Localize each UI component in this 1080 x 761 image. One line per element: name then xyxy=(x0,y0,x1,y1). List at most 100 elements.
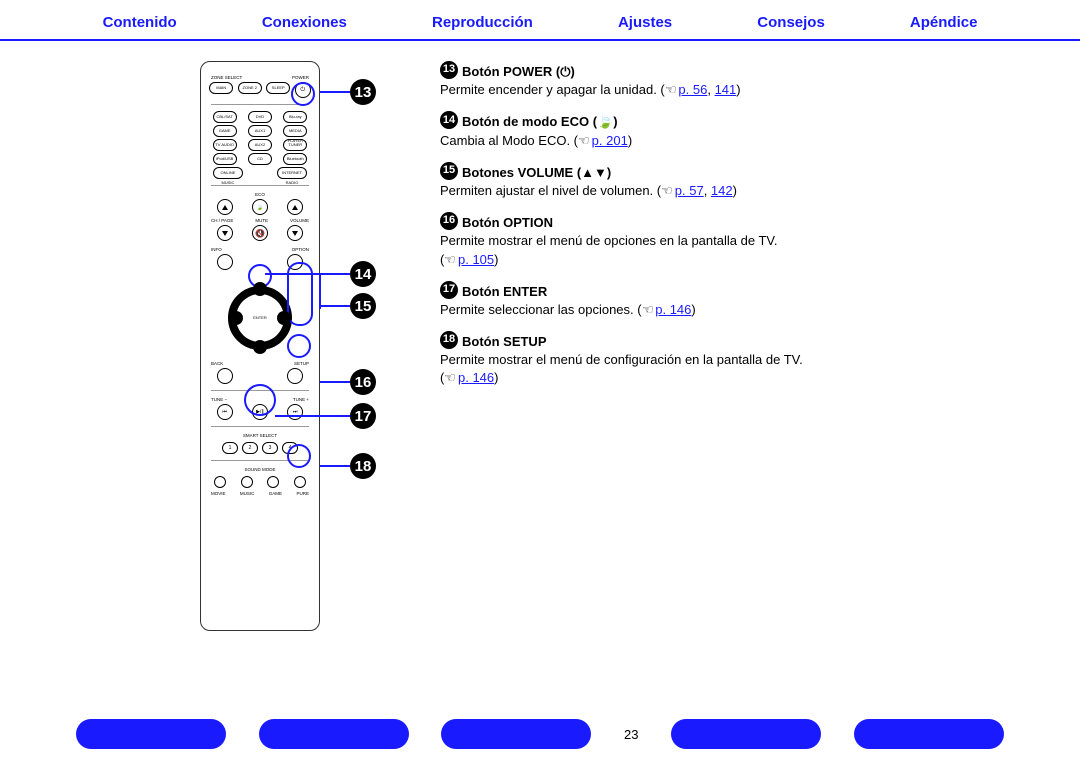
volume-label: VOLUME xyxy=(290,218,309,223)
back-button xyxy=(217,368,233,384)
link-p146b[interactable]: p. 146 xyxy=(458,370,494,385)
lead-eco xyxy=(265,273,320,275)
movie-button xyxy=(214,476,226,488)
chpage-up xyxy=(217,199,233,215)
aux2-button: AUX2 xyxy=(248,139,272,151)
nav-contenido[interactable]: Contenido xyxy=(103,14,177,31)
bubble-16: 16 xyxy=(350,369,376,395)
game-button: GAME xyxy=(213,125,237,137)
footer-pill-1[interactable] xyxy=(76,719,226,749)
bubble-17: 17 xyxy=(350,403,376,429)
chpage-down xyxy=(217,225,233,241)
desc-18-title: Botón SETUP xyxy=(462,334,547,349)
nav-consejos[interactable]: Consejos xyxy=(757,14,825,31)
desc-13-text: Permite encender y apagar la unidad. ( xyxy=(440,82,665,97)
top-nav: Contenido Conexiones Reproducción Ajuste… xyxy=(0,0,1080,41)
link-p105[interactable]: p. 105 xyxy=(458,252,494,267)
chpage-label: CH / PAGE xyxy=(211,218,233,223)
smart-1: 1 xyxy=(222,442,238,454)
bubble-14: 14 xyxy=(350,261,376,287)
main-content: ZONE SELECTPOWER MAIN ZONE 2 SLEEP ⏻ CBL… xyxy=(0,41,1080,631)
callout-14: 14 xyxy=(320,261,376,287)
vol-down xyxy=(287,225,303,241)
callout-17: 17 xyxy=(320,403,376,429)
desc-17-title: Botón ENTER xyxy=(462,284,547,299)
desc-17-text: Permite seleccionar las opciones. ( xyxy=(440,302,642,317)
music-button xyxy=(241,476,253,488)
media-button: MEDIA PLAYER xyxy=(283,125,307,137)
footer: 23 xyxy=(0,719,1080,749)
callout-18: 18 xyxy=(320,453,376,479)
info-button xyxy=(217,254,233,270)
sep-15: , xyxy=(704,183,711,198)
cblsat-button: CBL/SAT xyxy=(213,111,237,123)
descriptions: 13Botón POWER (⏻) Permite encender y apa… xyxy=(440,61,803,631)
num-18-icon: 18 xyxy=(440,331,458,349)
hl-power xyxy=(291,82,315,106)
nav-conexiones[interactable]: Conexiones xyxy=(262,14,347,31)
movie-label: MOVIE xyxy=(211,491,226,496)
link-p146a[interactable]: p. 146 xyxy=(655,302,691,317)
bluetooth-button: Bluetooth xyxy=(283,153,307,165)
main-button: MAIN xyxy=(209,82,233,94)
hand-icon-18: ☞ xyxy=(444,369,456,387)
hl-enter xyxy=(244,384,276,416)
desc-16: 16Botón OPTION Permite mostrar el menú d… xyxy=(440,212,803,269)
page-number: 23 xyxy=(624,727,638,742)
link-p57[interactable]: p. 57 xyxy=(675,183,704,198)
footer-pill-3[interactable] xyxy=(441,719,591,749)
desc-13-title: Botón POWER (⏻) xyxy=(462,64,575,79)
link-p56[interactable]: p. 56 xyxy=(678,82,707,97)
back-label: BACK xyxy=(211,361,223,366)
footer-pill-2[interactable] xyxy=(259,719,409,749)
nav-apendice[interactable]: Apéndice xyxy=(910,14,978,31)
online-button: ONLINE MUSIC xyxy=(213,167,243,179)
tune-plus-label: TUNE + xyxy=(293,397,309,402)
desc-13: 13Botón POWER (⏻) Permite encender y apa… xyxy=(440,61,803,99)
desc-18-text: Permite mostrar el menú de configuración… xyxy=(440,351,803,369)
aux1-button: AUX1 xyxy=(248,125,272,137)
link-p142[interactable]: 142 xyxy=(711,183,733,198)
hand-icon-17: ☞ xyxy=(642,301,654,319)
callout-16: 16 xyxy=(320,369,376,395)
zone2-button: ZONE 2 xyxy=(238,82,262,94)
pure-button xyxy=(294,476,306,488)
zone-select-label: ZONE SELECT xyxy=(211,75,242,80)
sleep-button: SLEEP xyxy=(266,82,290,94)
hl-option xyxy=(287,334,311,358)
num-15-icon: 15 xyxy=(440,162,458,180)
info-label: INFO xyxy=(211,247,222,252)
option-label: OPTION xyxy=(292,247,309,252)
close-18: ) xyxy=(494,370,498,385)
bubble-15: 15 xyxy=(350,293,376,319)
num-14-icon: 14 xyxy=(440,111,458,129)
link-p141[interactable]: 141 xyxy=(715,82,737,97)
smart-3: 3 xyxy=(262,442,278,454)
link-p201[interactable]: p. 201 xyxy=(592,133,628,148)
close-17: ) xyxy=(691,302,695,317)
bluray-button: Blu-ray xyxy=(283,111,307,123)
nav-reproduccion[interactable]: Reproducción xyxy=(432,14,533,31)
hand-icon-14: ☞ xyxy=(578,132,590,150)
pure-label: PURE xyxy=(296,491,309,496)
close-16: ) xyxy=(494,252,498,267)
nav-ajustes[interactable]: Ajustes xyxy=(618,14,672,31)
footer-pill-4[interactable] xyxy=(671,719,821,749)
tune-minus-label: TUNE − xyxy=(211,397,227,402)
smart-select-label: SMART SELECT xyxy=(207,433,313,438)
desc-14-title: Botón de modo ECO (🍃) xyxy=(462,114,618,129)
footer-pill-5[interactable] xyxy=(854,719,1004,749)
iradio-button: INTERNET RADIO xyxy=(277,167,307,179)
bubble-13: 13 xyxy=(350,79,376,105)
remote-diagram: ZONE SELECTPOWER MAIN ZONE 2 SLEEP ⏻ CBL… xyxy=(200,61,400,631)
desc-15: 15Botones VOLUME (▲▼) Permiten ajustar e… xyxy=(440,162,803,200)
hl-setup xyxy=(287,444,311,468)
mute-button: 🔇 xyxy=(252,225,268,241)
gamemode-button xyxy=(267,476,279,488)
hand-icon-15: ☞ xyxy=(661,182,673,200)
remote-body: ZONE SELECTPOWER MAIN ZONE 2 SLEEP ⏻ CBL… xyxy=(200,61,320,631)
tvaudio-button: TV AUDIO xyxy=(213,139,237,151)
gamemode-label: GAME xyxy=(269,491,282,496)
desc-14-text: Cambia al Modo ECO. ( xyxy=(440,133,578,148)
bubble-18: 18 xyxy=(350,453,376,479)
